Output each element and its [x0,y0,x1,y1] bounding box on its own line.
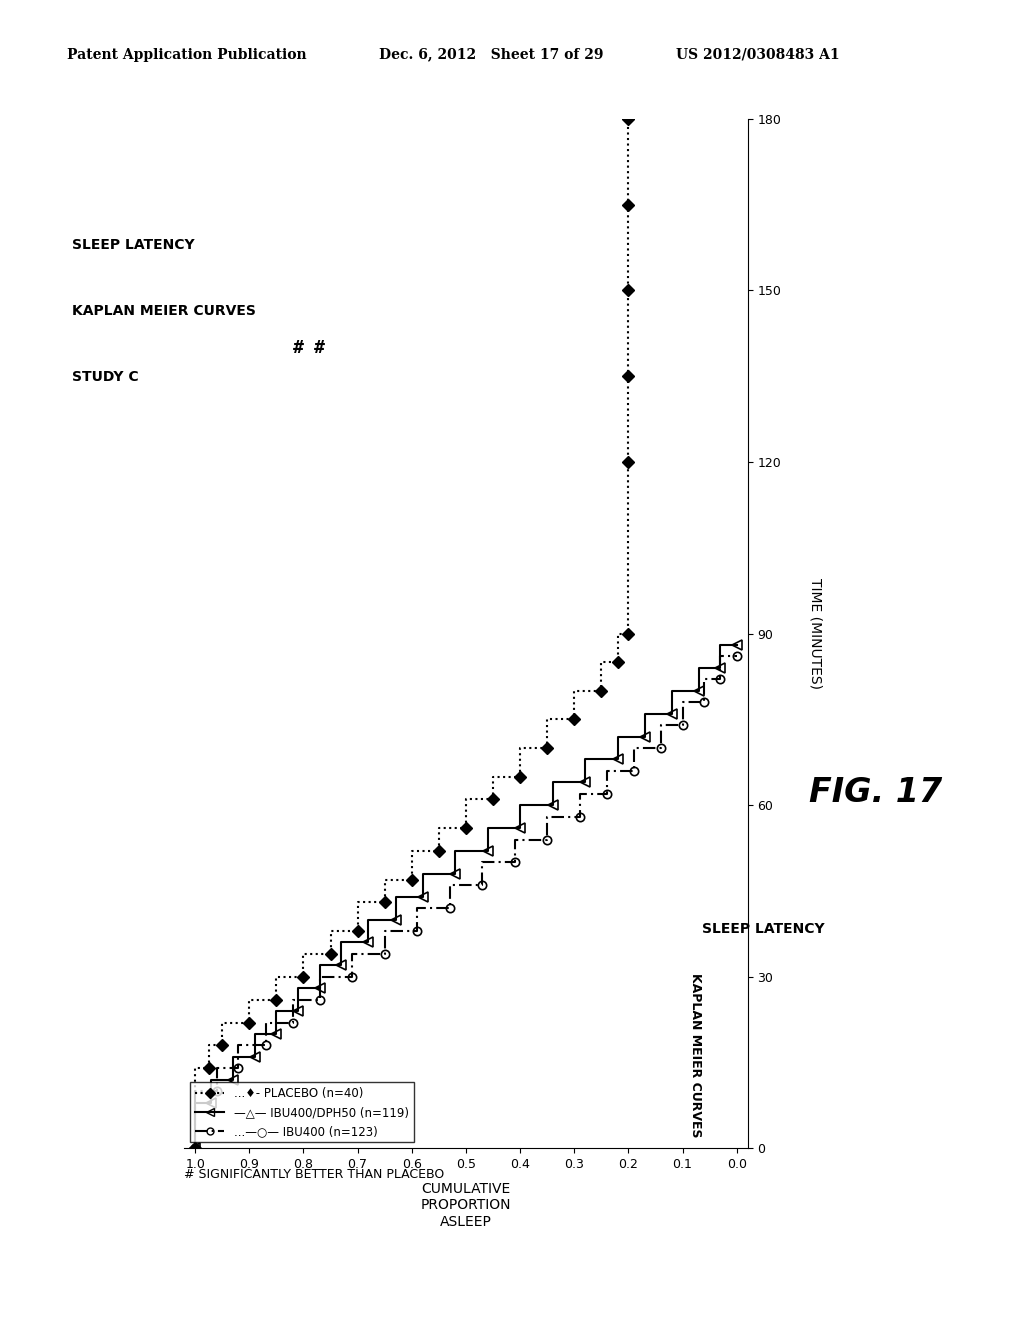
Text: #: # [293,339,303,356]
Legend: ...♦- PLACEBO (n=40), —△— IBU400/DPH50 (n=119), ...—○— IBU400 (n=123): ...♦- PLACEBO (n=40), —△— IBU400/DPH50 (… [190,1082,414,1143]
Text: KAPLAN MEIER CURVES: KAPLAN MEIER CURVES [689,973,702,1138]
Text: FIG. 17: FIG. 17 [809,776,942,808]
Y-axis label: TIME (MINUTES): TIME (MINUTES) [809,578,822,689]
Text: KAPLAN MEIER CURVES: KAPLAN MEIER CURVES [72,304,256,318]
X-axis label: CUMULATIVE
PROPORTION
ASLEEP: CUMULATIVE PROPORTION ASLEEP [421,1183,511,1229]
Text: Dec. 6, 2012   Sheet 17 of 29: Dec. 6, 2012 Sheet 17 of 29 [379,48,603,62]
Text: STUDY C: STUDY C [72,370,138,384]
Text: #: # [314,339,326,356]
Text: # SIGNIFICANTLY BETTER THAN PLACEBO: # SIGNIFICANTLY BETTER THAN PLACEBO [184,1168,444,1181]
Text: Patent Application Publication: Patent Application Publication [67,48,306,62]
Text: SLEEP LATENCY: SLEEP LATENCY [72,238,195,252]
Text: US 2012/0308483 A1: US 2012/0308483 A1 [676,48,840,62]
Text: SLEEP LATENCY: SLEEP LATENCY [702,921,825,936]
